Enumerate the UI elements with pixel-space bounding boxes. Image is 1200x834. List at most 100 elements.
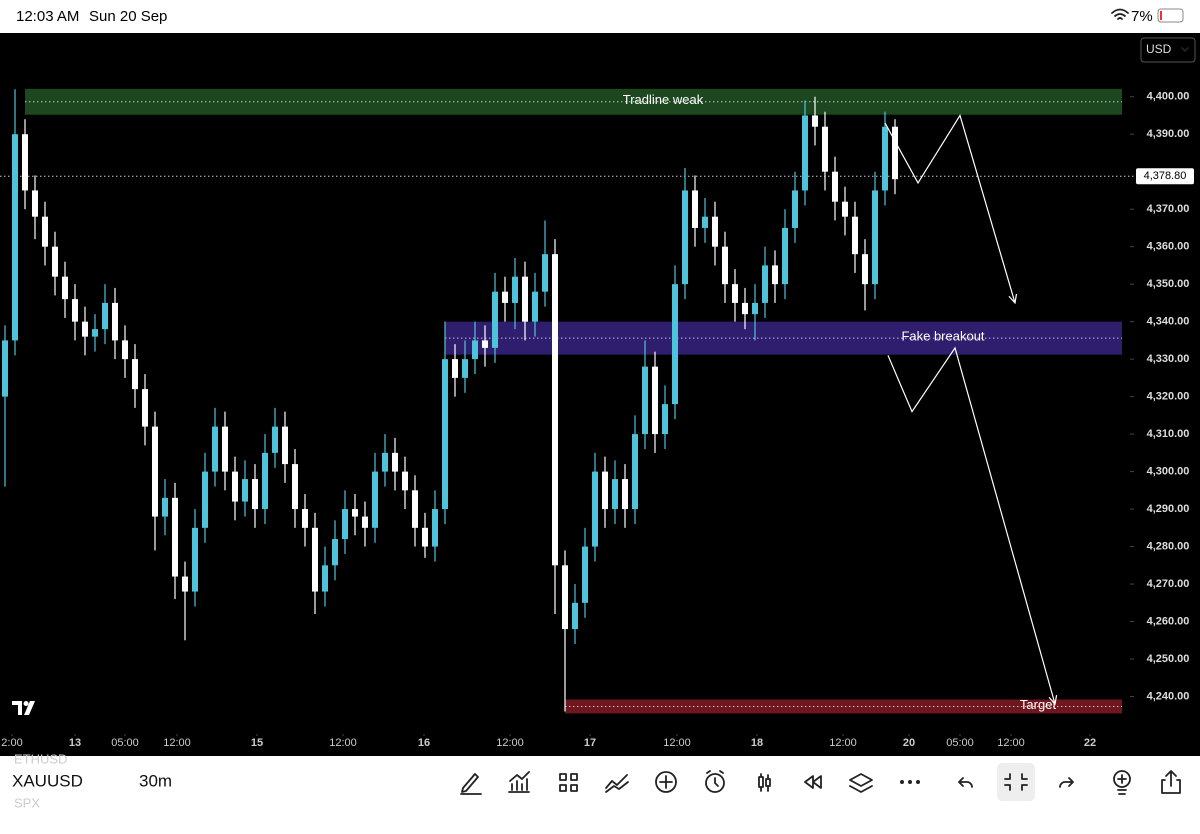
candle-body <box>142 389 148 427</box>
candle-body <box>812 115 818 127</box>
ideas-tool[interactable] <box>1113 770 1131 788</box>
candle-body <box>332 539 338 566</box>
add-icon <box>659 775 673 789</box>
y-tick-label: 4,390.00 <box>1147 128 1190 140</box>
candle-body <box>652 366 658 435</box>
redo-tool[interactable] <box>1059 777 1074 788</box>
candle-body <box>362 516 368 528</box>
candle-body <box>382 452 388 472</box>
candle-body <box>602 471 608 510</box>
y-tick-label: 4,240.00 <box>1147 690 1190 702</box>
candle-body <box>892 126 898 180</box>
candle-body <box>212 426 218 472</box>
candle-body <box>122 340 128 360</box>
candle-body <box>772 265 778 285</box>
candle-body <box>372 471 378 528</box>
y-tick-label: 4,280.00 <box>1147 540 1190 552</box>
layout-tool[interactable] <box>559 773 578 792</box>
candle-body <box>402 471 408 491</box>
candle-body <box>272 426 278 453</box>
y-tick-label: 4,350.00 <box>1147 278 1190 290</box>
candle-body <box>462 359 468 378</box>
x-tick-label: 05:00 <box>946 737 974 749</box>
alert-icon <box>706 770 724 787</box>
candle-body <box>522 276 528 322</box>
status-date: Sun 20 Sep <box>89 8 167 25</box>
status-bar <box>0 0 1200 33</box>
candle-body <box>532 291 538 322</box>
x-tick-label: 13 <box>69 737 81 749</box>
more-tool[interactable] <box>916 780 920 784</box>
candle-body <box>232 471 238 502</box>
candle-body <box>662 404 668 435</box>
y-tick-label: 4,300.00 <box>1147 465 1190 477</box>
candle-body <box>582 546 588 603</box>
draw-tool[interactable] <box>460 773 482 795</box>
candle-body <box>732 284 738 303</box>
candle-body <box>762 265 768 303</box>
candle-body <box>562 565 568 630</box>
candle-body <box>442 359 448 510</box>
candle-body <box>792 190 798 228</box>
candle-body <box>182 576 188 592</box>
y-tick-label: 4,370.00 <box>1147 203 1190 215</box>
alert-tool[interactable] <box>705 773 725 793</box>
candle-body <box>2 340 8 397</box>
symbol[interactable]: XAUUSD <box>12 771 83 790</box>
x-tick-label: 15 <box>251 737 263 749</box>
candle-body <box>842 201 848 217</box>
candle-body <box>782 227 788 285</box>
currency-label: USD <box>1146 42 1172 56</box>
replay-tool[interactable] <box>804 775 822 789</box>
watchlist-item[interactable]: SPX <box>14 795 40 810</box>
add-tool[interactable] <box>655 771 677 793</box>
candle-body <box>742 302 748 315</box>
candle-body <box>712 216 718 247</box>
currency-selector[interactable] <box>1140 37 1196 63</box>
candle-body <box>852 216 858 255</box>
zone-label: Tradline weak <box>623 92 704 107</box>
layers-tool[interactable] <box>849 773 873 793</box>
y-tick-label: 4,250.00 <box>1147 653 1190 665</box>
candle-body <box>302 509 308 528</box>
y-tick-label: 4,330.00 <box>1147 353 1190 365</box>
share-tool[interactable] <box>1161 770 1181 794</box>
candle-body <box>282 426 288 465</box>
candle-body <box>502 291 508 303</box>
candle-body <box>472 340 478 360</box>
tool-icons <box>460 763 1181 801</box>
candle-body <box>12 134 18 341</box>
compare-tool[interactable] <box>605 774 629 793</box>
candle-body <box>822 126 828 172</box>
arrow-head <box>1048 695 1058 706</box>
interval[interactable]: 30m <box>139 771 172 790</box>
candle-body <box>752 302 758 315</box>
y-tick-label: 4,260.00 <box>1147 615 1190 627</box>
candle-body <box>72 299 78 322</box>
candle-body <box>152 426 158 517</box>
undo-tool[interactable] <box>958 777 973 788</box>
zone-label: Target <box>1020 697 1057 712</box>
x-tick-label: 12:00 <box>163 737 191 749</box>
candle-body <box>132 359 138 390</box>
watchlist-item[interactable]: ETHUSD <box>14 751 67 766</box>
y-tick-label: 4,400.00 <box>1147 91 1190 103</box>
candle-body <box>552 254 558 566</box>
chart-type-tool[interactable] <box>758 773 771 792</box>
candle-body <box>352 509 358 517</box>
candle-body <box>222 426 228 472</box>
current-price-box <box>1136 168 1194 185</box>
arrow-head <box>1008 293 1018 305</box>
fullscreen-button[interactable] <box>997 763 1035 801</box>
candle-body <box>292 464 298 510</box>
candle-body <box>242 479 248 502</box>
battery-icon <box>1157 8 1184 23</box>
candle-body <box>452 359 458 378</box>
chart-area <box>0 33 1200 756</box>
indicators-tool[interactable] <box>508 771 530 793</box>
x-tick-label: 16 <box>418 737 430 749</box>
candle-body <box>202 471 208 528</box>
candle-body <box>542 254 548 292</box>
candle-body <box>432 509 438 547</box>
candle-body <box>422 527 428 547</box>
